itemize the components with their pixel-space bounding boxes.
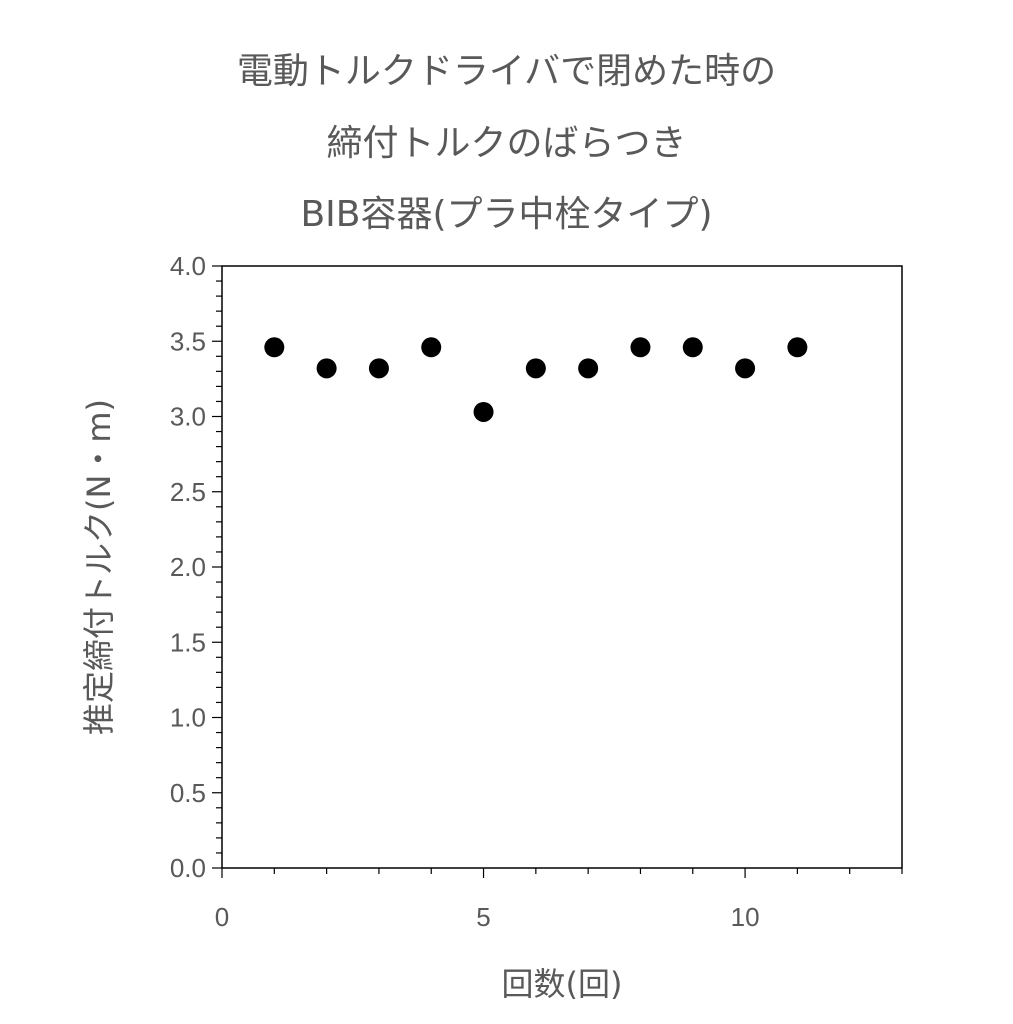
y-tick-label: 2.0 <box>170 552 206 582</box>
x-tick-label: 0 <box>215 902 229 932</box>
y-tick-label: 1.0 <box>170 703 206 733</box>
x-axis-title: 回数(回) <box>502 965 623 1003</box>
y-tick-label: 3.5 <box>170 326 206 356</box>
y-tick-label: 1.5 <box>170 627 206 657</box>
y-tick-labels: 0.0 0.5 1.0 1.5 2.0 2.5 3.0 3.5 4.0 <box>170 251 206 883</box>
axis-ticks <box>212 265 903 878</box>
data-point <box>630 337 651 358</box>
y-tick-label: 2.5 <box>170 477 206 507</box>
data-point <box>316 358 337 379</box>
chart-title-line-3: BIB容器(プラ中栓タイプ) <box>300 194 713 235</box>
y-tick-label: 4.0 <box>170 251 206 281</box>
data-point <box>735 358 756 379</box>
data-point <box>682 337 703 358</box>
data-point <box>473 401 494 422</box>
y-tick-label: 0.0 <box>170 853 206 883</box>
data-point <box>525 358 546 379</box>
data-point <box>787 337 808 358</box>
data-point <box>264 337 285 358</box>
chart-title-line-2: 締付トルクのばらつき <box>326 123 687 164</box>
y-tick-label: 3.0 <box>170 402 206 432</box>
data-point <box>421 337 442 358</box>
y-axis-title: 推定締付トルク(N・m) <box>80 399 118 735</box>
data-points <box>264 337 808 422</box>
x-tick-label: 10 <box>731 902 760 932</box>
y-tick-label: 0.5 <box>170 778 206 808</box>
x-tick-label: 5 <box>476 902 490 932</box>
chart-title-line-1: 電動トルクドライバで閉めた時の <box>236 51 777 92</box>
data-point <box>368 358 389 379</box>
data-point <box>578 358 599 379</box>
x-tick-labels: 0 5 10 <box>215 902 760 932</box>
